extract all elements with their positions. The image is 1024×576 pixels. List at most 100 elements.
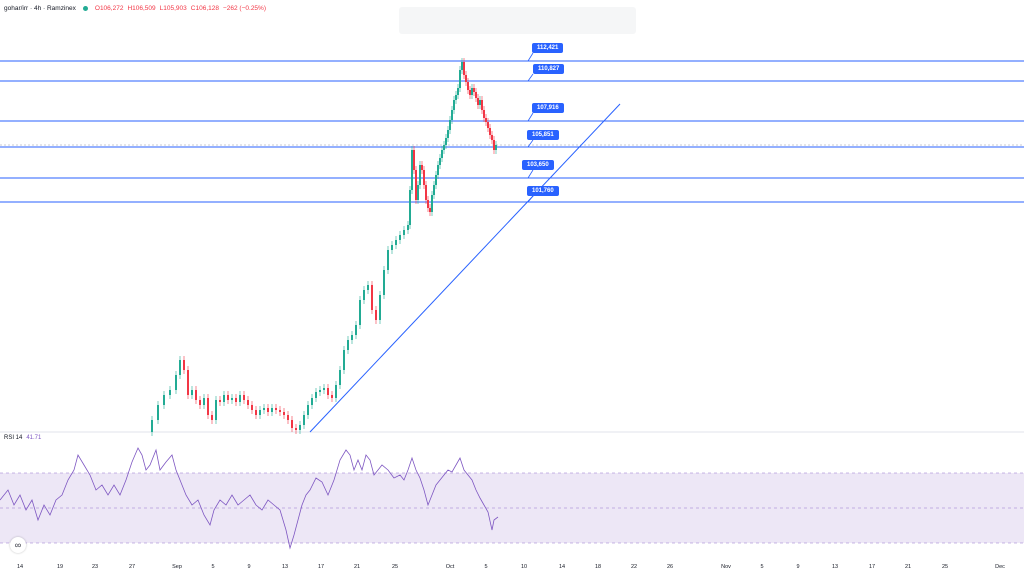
candle-body bbox=[455, 95, 457, 100]
candle-body bbox=[195, 390, 197, 400]
candle-body bbox=[443, 145, 445, 150]
candle-body bbox=[343, 350, 345, 370]
candle-body bbox=[243, 395, 245, 400]
candle-body bbox=[387, 250, 389, 270]
rsi-legend[interactable]: RSI 14 41.71 bbox=[4, 435, 41, 441]
candle-body bbox=[457, 88, 459, 95]
x-tick: 9 bbox=[247, 564, 251, 570]
candle-body bbox=[339, 370, 341, 385]
x-tick: 25 bbox=[941, 564, 949, 570]
tradingview-logo-icon[interactable]: ∞ bbox=[10, 537, 26, 553]
x-tick: 5 bbox=[760, 564, 764, 570]
rsi-name: RSI 14 bbox=[4, 435, 23, 441]
candle-body bbox=[487, 122, 489, 128]
candle-body bbox=[347, 340, 349, 350]
candle-body bbox=[359, 300, 361, 325]
candle-body bbox=[439, 158, 441, 165]
candle-body bbox=[363, 290, 365, 300]
candle-body bbox=[403, 230, 405, 235]
candle-body bbox=[263, 408, 265, 410]
blurred-toolbar bbox=[399, 7, 636, 34]
candle-body bbox=[419, 165, 421, 185]
market-status-dot bbox=[82, 5, 88, 11]
level-connector-1 bbox=[527, 52, 534, 62]
rsi-value: 41.71 bbox=[26, 435, 42, 441]
candle-body bbox=[203, 398, 205, 405]
candle-body bbox=[493, 140, 495, 150]
candle-body bbox=[259, 410, 261, 415]
candle-body bbox=[299, 425, 301, 430]
candle-body bbox=[395, 240, 397, 245]
candle-body bbox=[179, 360, 181, 375]
candle-body bbox=[383, 270, 385, 295]
candle-body bbox=[437, 165, 439, 175]
candle-body bbox=[211, 415, 213, 420]
chart-header: gohar/irr · 4h · Ramzinex O106,272 H106,… bbox=[4, 2, 266, 14]
level-connector-3 bbox=[527, 112, 534, 122]
low-value: L105,903 bbox=[159, 4, 187, 12]
level-label-3[interactable]: 107,916 bbox=[532, 103, 564, 113]
level-label-6[interactable]: 101,760 bbox=[527, 186, 559, 196]
rsi-line bbox=[0, 447, 499, 550]
candle-body bbox=[491, 135, 493, 140]
x-tick: 5 bbox=[211, 564, 215, 570]
x-tick: 25 bbox=[391, 564, 399, 570]
candle-body bbox=[425, 185, 427, 200]
candle-body bbox=[379, 295, 381, 320]
level-label-5[interactable]: 103,650 bbox=[522, 160, 554, 170]
candle-body bbox=[459, 70, 461, 88]
candle-body bbox=[251, 405, 253, 410]
x-tick: 21 bbox=[904, 564, 912, 570]
candle-body bbox=[219, 400, 221, 402]
x-tick: Nov bbox=[721, 564, 731, 570]
level-connector-2 bbox=[527, 73, 534, 82]
x-tick: 27 bbox=[128, 564, 136, 570]
x-tick: Dec bbox=[995, 564, 1005, 570]
candle-body bbox=[431, 195, 433, 212]
candle-body bbox=[421, 165, 423, 170]
candle-body bbox=[399, 235, 401, 240]
candle-body bbox=[231, 398, 233, 400]
candle-body bbox=[427, 200, 429, 208]
candle-body bbox=[247, 400, 249, 405]
x-tick: 13 bbox=[831, 564, 839, 570]
candle-body bbox=[303, 415, 305, 425]
candle-body bbox=[415, 170, 417, 200]
candle-body bbox=[199, 400, 201, 405]
candle-body bbox=[371, 285, 373, 310]
x-tick: Sep bbox=[172, 564, 182, 570]
candle-body bbox=[473, 88, 475, 92]
candle-body bbox=[467, 82, 469, 90]
x-tick: 18 bbox=[594, 564, 602, 570]
high-value: H106,509 bbox=[127, 4, 156, 12]
candle-body bbox=[169, 390, 171, 395]
x-tick: 13 bbox=[281, 564, 289, 570]
level-label-4[interactable]: 105,851 bbox=[527, 130, 559, 140]
candle-body bbox=[163, 395, 165, 405]
candle-body bbox=[483, 110, 485, 118]
candle-body bbox=[175, 375, 177, 390]
candle-body bbox=[479, 100, 481, 105]
open-value: O106,272 bbox=[94, 4, 124, 12]
candle-body bbox=[423, 170, 425, 185]
candle-body bbox=[207, 398, 209, 415]
x-tick: 10 bbox=[520, 564, 528, 570]
candle-body bbox=[417, 185, 419, 200]
candle-body bbox=[463, 62, 465, 75]
candle-body bbox=[433, 185, 435, 195]
level-connector-4 bbox=[527, 139, 534, 148]
candle-body bbox=[435, 175, 437, 185]
candle-body bbox=[275, 408, 277, 410]
candle-body bbox=[485, 118, 487, 122]
candle-body bbox=[323, 388, 325, 390]
candle-body bbox=[495, 145, 497, 150]
horizontal-levels bbox=[0, 52, 1024, 203]
candle-body bbox=[469, 90, 471, 95]
symbol-title[interactable]: gohar/irr · 4h · Ramzinex bbox=[4, 4, 76, 12]
candle-body bbox=[367, 285, 369, 290]
candle-body bbox=[255, 410, 257, 415]
candle-body bbox=[335, 385, 337, 398]
level-label-1[interactable]: 112,421 bbox=[532, 43, 564, 53]
level-label-2[interactable]: 110,827 bbox=[533, 64, 565, 74]
